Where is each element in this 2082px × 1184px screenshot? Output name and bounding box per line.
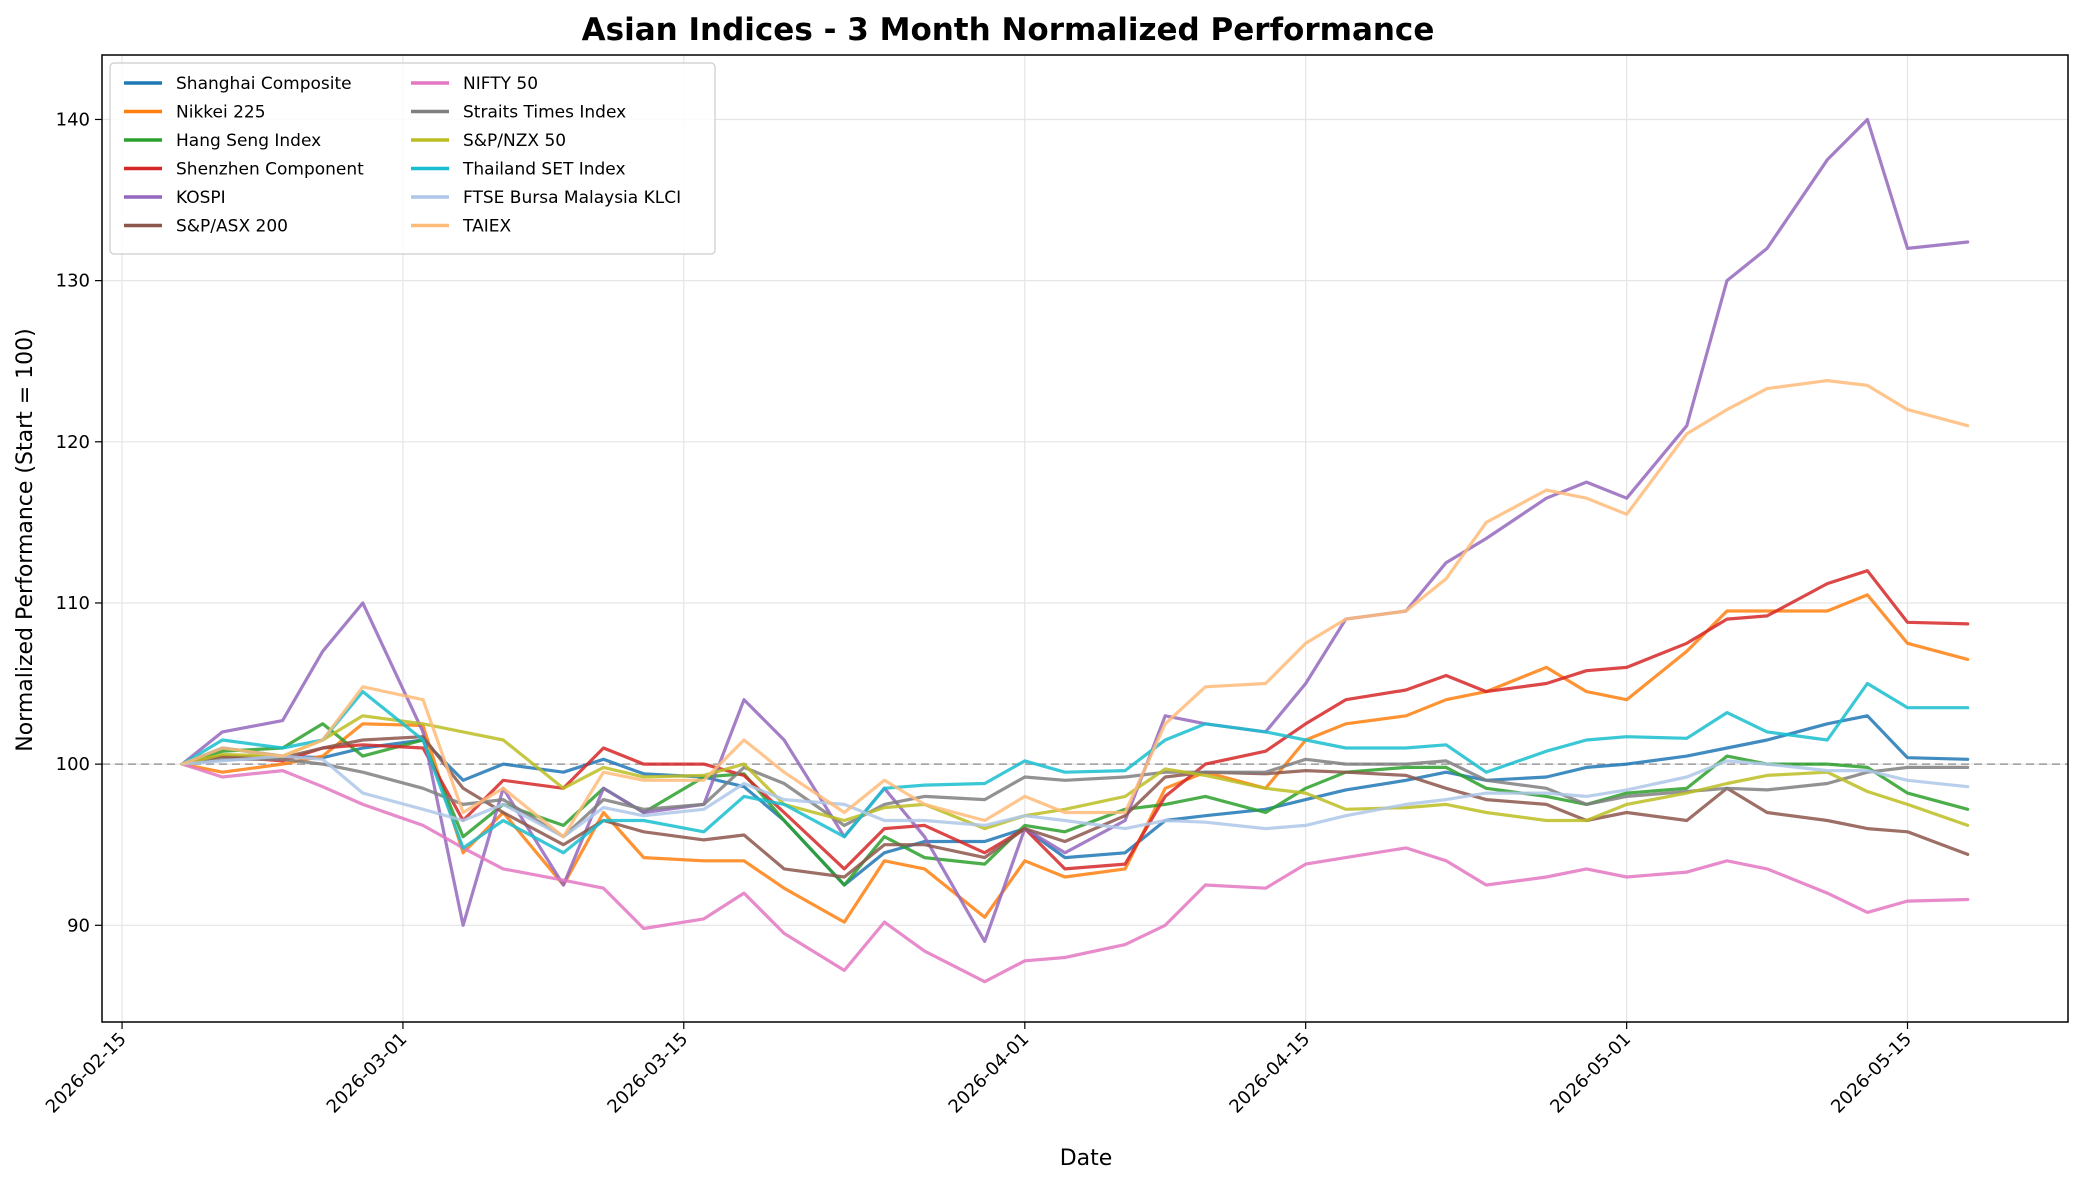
legend-label-shanghai-composite: Shanghai Composite bbox=[176, 74, 352, 94]
y-tick-label: 120 bbox=[56, 432, 90, 453]
x-tick-label: 2026-04-01 bbox=[945, 1029, 1034, 1118]
legend-label-ftse-bursa-malaysia-klci: FTSE Bursa Malaysia KLCI bbox=[463, 188, 681, 208]
legend-label-straits-times-index: Straits Times Index bbox=[463, 103, 626, 123]
x-tick-label: 2026-04-15 bbox=[1225, 1029, 1314, 1118]
legend-label-s-p-nzx-50: S&P/NZX 50 bbox=[463, 131, 566, 151]
y-tick-label: 90 bbox=[67, 915, 90, 936]
y-axis-ticks: 90 100 110 120 130 140 bbox=[56, 109, 102, 936]
plot-frame bbox=[101, 54, 2069, 1023]
legend-label-nifty-50: NIFTY 50 bbox=[463, 74, 538, 94]
series-line-s-p-asx-200 bbox=[180, 735, 1970, 879]
series-line-shanghai-composite bbox=[180, 714, 1970, 887]
series-line-ftse-bursa-malaysia-klci bbox=[180, 754, 1970, 839]
legend: Shanghai Composite Nikkei 225 Hang Seng In… bbox=[109, 62, 716, 255]
legend-box bbox=[109, 62, 716, 255]
legend-label-nikkei-225: Nikkei 225 bbox=[176, 103, 266, 123]
series-lines bbox=[180, 117, 1970, 984]
legend-label-kospi: KOSPI bbox=[176, 188, 226, 208]
x-tick-label: 2026-03-01 bbox=[323, 1029, 412, 1118]
x-axis-ticks: 2026-02-15 2026-03-01 2026-03-15 2026-04-01… bbox=[42, 1022, 1916, 1118]
series-line-nifty-50 bbox=[180, 762, 1970, 984]
series-line-thailand-set-index bbox=[180, 681, 1970, 855]
x-tick-label: 2026-05-15 bbox=[1827, 1029, 1916, 1118]
x-tick-label: 2026-05-01 bbox=[1546, 1029, 1635, 1118]
series-line-taiex bbox=[180, 379, 1970, 839]
chart-title: Asian Indices - 3 Month Normalized Perfo… bbox=[582, 12, 1435, 48]
series-line-hang-seng-index bbox=[180, 722, 1970, 887]
series-line-kospi bbox=[180, 117, 1970, 944]
legend-label-s-p-asx-200: S&P/ASX 200 bbox=[176, 217, 288, 237]
y-axis-title: Normalized Performance (Start = 100) bbox=[13, 328, 38, 751]
series-line-nikkei-225 bbox=[180, 593, 1970, 924]
y-tick-label: 110 bbox=[56, 593, 90, 614]
series-line-s-p-nzx-50 bbox=[180, 714, 1970, 831]
legend-label-taiex: TAIEX bbox=[462, 217, 511, 237]
y-tick-label: 140 bbox=[56, 109, 90, 130]
y-tick-label: 100 bbox=[56, 754, 90, 775]
legend-label-shenzhen-component: Shenzhen Component bbox=[176, 160, 364, 180]
x-tick-label: 2026-02-15 bbox=[42, 1029, 131, 1118]
series-line-shenzhen-component bbox=[180, 569, 1970, 871]
x-tick-label: 2026-03-15 bbox=[603, 1029, 692, 1118]
y-tick-label: 130 bbox=[56, 271, 90, 292]
legend-label-hang-seng-index: Hang Seng Index bbox=[176, 131, 321, 151]
legend-label-thailand-set-index: Thailand SET Index bbox=[462, 160, 626, 180]
x-axis-title: Date bbox=[1060, 1146, 1113, 1171]
